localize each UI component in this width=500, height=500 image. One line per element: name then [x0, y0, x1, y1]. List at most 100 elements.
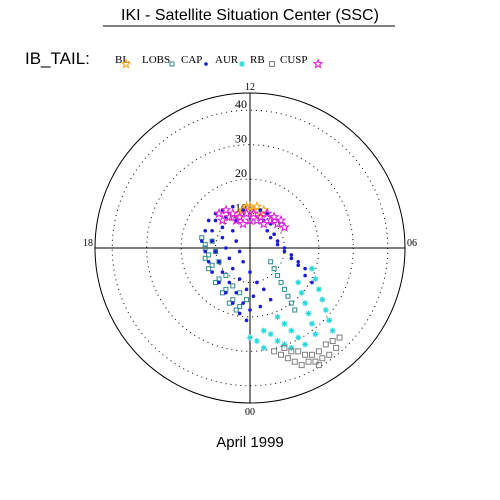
- data-point-aur: [281, 320, 288, 327]
- legend-label-cap: CAP: [181, 54, 202, 66]
- data-point-cap: [210, 270, 214, 274]
- data-point-aur: [274, 338, 281, 344]
- legend-label-lobs: LOBS: [142, 54, 170, 66]
- data-point-cap: [268, 235, 273, 240]
- data-point-cap: [227, 280, 232, 285]
- data-point-rb: [329, 338, 336, 344]
- legend-marker-cusp: [312, 58, 324, 69]
- data-point-cap: [251, 294, 256, 299]
- radial-tick-label: 30: [235, 132, 247, 146]
- data-point-lobs: [213, 248, 219, 254]
- data-point-cap: [203, 249, 208, 254]
- data-point-cap: [258, 208, 263, 212]
- data-point-aur: [302, 341, 309, 348]
- data-point-rb: [336, 334, 343, 341]
- data-point-cap: [206, 218, 211, 223]
- series-cusp: [213, 204, 290, 232]
- data-point-lobs: [233, 307, 239, 313]
- data-point-lobs: [244, 297, 250, 303]
- data-point-lobs: [281, 286, 287, 292]
- data-point-rb: [302, 351, 309, 358]
- data-point-cap: [265, 211, 270, 216]
- data-point-cusp: [216, 214, 228, 226]
- data-point-rb: [315, 348, 322, 355]
- data-point-aur: [288, 327, 295, 334]
- data-point-cusp: [265, 214, 277, 226]
- data-point-cap: [230, 266, 235, 271]
- data-point-cap: [230, 228, 235, 233]
- data-point-cap: [258, 304, 263, 309]
- data-point-rb: [305, 358, 312, 365]
- data-point-lobs: [223, 273, 229, 279]
- radial-ring-40: [111, 109, 389, 387]
- data-point-rb: [271, 348, 278, 355]
- data-point-rb: [278, 351, 284, 358]
- data-point-aur: [274, 313, 281, 320]
- data-point-cusp: [278, 221, 290, 232]
- data-point-cap: [203, 228, 208, 233]
- data-point-cap: [303, 273, 307, 278]
- data-point-lobs: [288, 300, 294, 306]
- legend-marker-lobs: [169, 61, 175, 67]
- data-point-lobs: [206, 266, 212, 272]
- data-point-rb: [281, 344, 288, 351]
- data-point-aur: [281, 341, 288, 348]
- data-point-cap: [210, 228, 214, 233]
- data-point-cap: [220, 270, 225, 274]
- data-point-lobs: [237, 290, 243, 296]
- data-point-cap: [261, 287, 266, 292]
- data-point-aur: [326, 317, 333, 324]
- data-point-cusp: [258, 218, 270, 229]
- data-point-lobs: [202, 255, 208, 261]
- data-point-rb: [288, 348, 295, 355]
- data-point-cap: [213, 249, 218, 254]
- data-point-cap: [206, 259, 211, 264]
- data-point-lobs: [275, 273, 281, 279]
- data-point-bl: [251, 200, 263, 212]
- radial-ring-30: [146, 144, 354, 352]
- data-point-cusp: [251, 214, 263, 226]
- angle-label-18: 18: [83, 238, 93, 249]
- data-point-aur: [267, 331, 274, 338]
- data-point-cap: [237, 249, 242, 254]
- data-point-cusp: [237, 218, 249, 229]
- data-point-cap: [303, 266, 307, 271]
- data-point-aur: [309, 320, 315, 327]
- data-point-aur: [288, 344, 295, 351]
- data-point-cusp: [223, 211, 235, 222]
- data-point-cap: [265, 228, 270, 233]
- radial-ring-20: [180, 178, 320, 318]
- data-point-cap: [289, 253, 294, 257]
- data-point-aur: [298, 289, 305, 296]
- region-label: IB_TAIL:: [25, 49, 90, 68]
- data-point-lobs: [271, 266, 277, 272]
- series-aur: [247, 265, 336, 351]
- data-point-cap: [244, 318, 249, 323]
- data-point-lobs: [202, 242, 208, 248]
- data-point-cap: [217, 280, 221, 285]
- data-point-aur: [329, 327, 336, 334]
- radial-tick-label: 20: [235, 166, 247, 180]
- data-point-rb: [333, 344, 340, 351]
- series-rb: [271, 334, 343, 369]
- data-point-cusp: [261, 207, 273, 219]
- data-point-lobs: [216, 259, 222, 265]
- angle-label-06: 06: [407, 238, 417, 249]
- data-point-cap: [241, 208, 245, 212]
- data-point-lobs: [206, 252, 212, 258]
- data-point-cap: [255, 280, 259, 285]
- data-point-aur: [322, 307, 329, 313]
- data-point-cap: [310, 280, 314, 285]
- data-point-cap: [220, 235, 225, 240]
- data-point-cap: [275, 242, 280, 247]
- data-point-aur: [305, 310, 312, 317]
- data-point-lobs: [237, 304, 243, 310]
- data-point-cusp: [247, 207, 259, 219]
- data-point-aur: [295, 334, 302, 341]
- data-point-aur: [260, 327, 267, 334]
- series-lobs: [199, 235, 298, 313]
- data-point-rb: [284, 355, 291, 362]
- data-point-aur: [253, 338, 260, 344]
- data-point-rb: [298, 362, 305, 369]
- data-point-cap: [241, 259, 245, 264]
